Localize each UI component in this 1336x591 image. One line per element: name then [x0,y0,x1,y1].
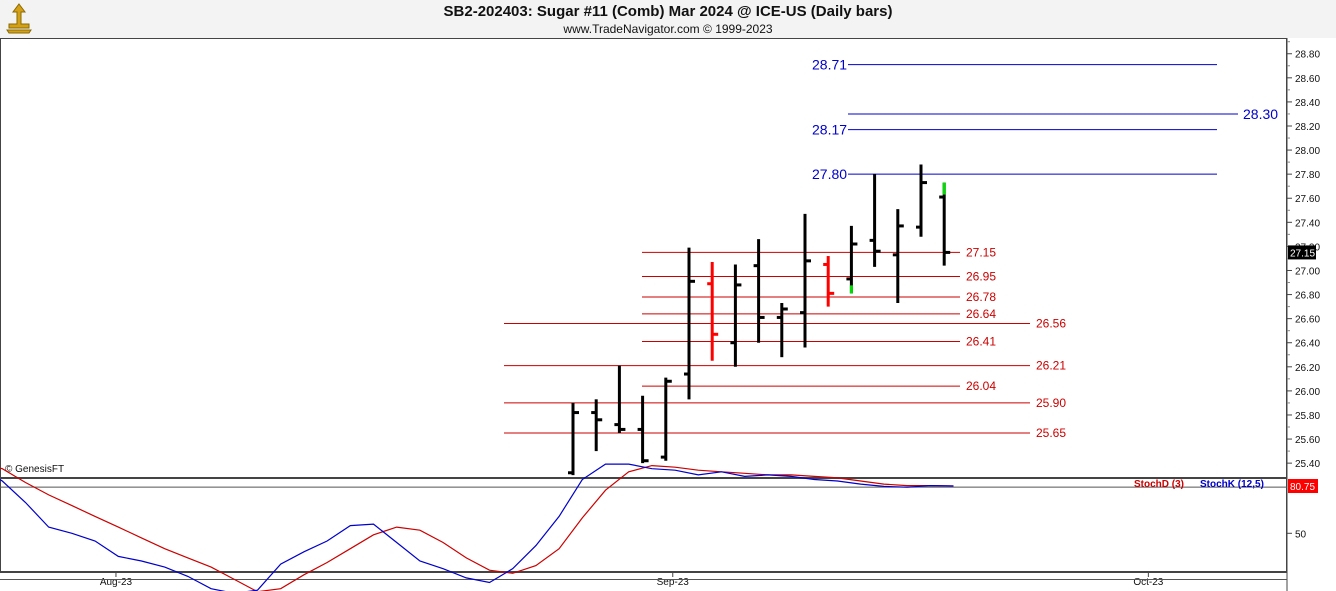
chart-header: SB2-202403: Sugar #11 (Comb) Mar 2024 @ … [0,0,1336,38]
y-axis-tick-label: 25.40 [1295,459,1320,470]
support-label: 26.78 [966,290,996,304]
y-axis-tick-label: 28.20 [1295,122,1320,133]
y-axis-tick-label: 27.80 [1295,170,1320,181]
stochastic-plot-frame [0,478,1287,572]
y-axis-tick-label: 26.00 [1295,387,1320,398]
ohlc-bar [869,174,881,267]
x-axis-tick-label: Oct-23 [1133,577,1163,588]
copyright-text: © GenesisFT [5,464,64,475]
y-axis-tick-label: 25.60 [1295,435,1320,446]
price-panel: 25.40 25.60 25.80 26.00 26.20 26.40 26.60 26.80… [0,38,1320,591]
ohlc-bar [823,256,835,307]
y-axis-tick-label: 27.40 [1295,218,1320,229]
support-label: 26.21 [1036,359,1066,373]
support-label: 26.04 [966,379,996,393]
y-axis-tick-label: 28.00 [1295,146,1320,157]
chart-title: SB2-202403: Sugar #11 (Comb) Mar 2024 @ … [443,3,893,20]
resistance-label: 28.71 [812,57,847,73]
ohlc-bar [939,182,951,266]
ohlc-bar [568,402,579,476]
stochastic-last-value-label: 80.75 [1290,482,1315,493]
ohlc-bar [800,213,811,348]
stochastic-panel: 50 80.75 StochD (3) StochK (12,5) [0,463,1318,591]
y-axis-tick-label: 26.40 [1295,339,1320,350]
stoch-k-legend: StochK (12,5) [1200,479,1264,490]
stoch-d-line [0,464,954,591]
ohlc-bar [846,225,858,294]
ohlc-bar [684,247,695,400]
last-price-tag [1288,245,1316,260]
y-axis-tick-label: 28.80 [1295,50,1320,61]
support-label: 26.56 [1036,316,1066,330]
resistance-label: 28.17 [812,122,847,138]
stochastic-tick-label: 50 [1295,529,1307,540]
stoch-k-line [0,463,954,591]
y-axis-tick-label: 28.40 [1295,98,1320,109]
support-label: 25.65 [1036,426,1066,440]
ohlc-bar [916,164,927,237]
ohlc-bar [660,377,672,461]
support-label: 25.90 [1036,396,1066,410]
y-axis-tick-label: 28.60 [1295,74,1320,85]
stoch-d-legend: StochD (3) [1134,479,1184,490]
y-axis-tick-label: 26.20 [1295,363,1320,374]
trade-navigator-logo-icon [3,2,35,34]
x-axis-tick-label: Sep-23 [657,577,690,588]
support-label: 26.64 [966,307,996,321]
chart-subtitle: www.TradeNavigator.com © 1999-2023 [563,22,773,36]
resistance-label: 28.30 [1243,106,1278,122]
x-axis-tick-label: Aug-23 [100,577,133,588]
ohlc-bar [892,209,904,303]
ohlc-bar [591,399,603,452]
stochastic-last-value-tag [1288,479,1318,494]
ohlc-bar [776,302,788,358]
support-label: 26.95 [966,270,996,284]
ohlc-bar [730,264,742,367]
support-label: 27.15 [966,245,996,259]
y-axis-tick-label: 27.60 [1295,194,1320,205]
y-axis-tick-label: 26.60 [1295,315,1320,326]
y-axis-tick-label: 25.80 [1295,411,1320,422]
resistance-label: 27.80 [812,166,847,182]
support-label: 26.41 [966,335,996,349]
ohlc-bar [614,365,626,434]
ohlc-bar [753,239,765,343]
y-axis-tick-label: 26.80 [1295,291,1320,302]
ohlc-bar [637,395,649,464]
last-price-label: 27.15 [1290,248,1315,259]
y-axis-tick-label: 27.00 [1295,266,1320,277]
ohlc-bar [707,262,719,361]
